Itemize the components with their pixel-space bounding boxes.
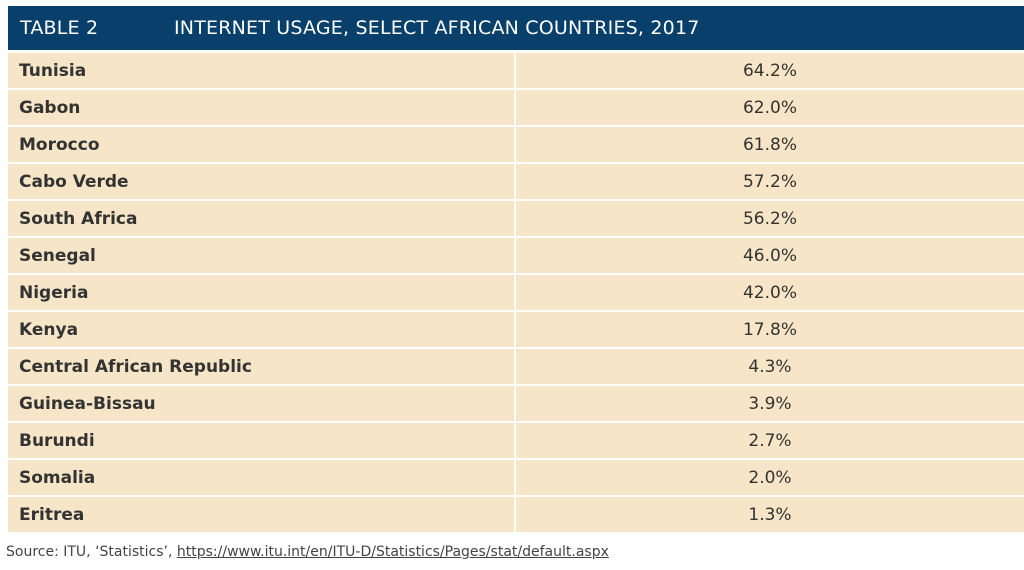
internet-usage-table: TABLE 2 INTERNET USAGE, SELECT AFRICAN C…	[8, 6, 1024, 534]
table-row: Burundi 2.7%	[8, 423, 1024, 458]
table-row: Morocco 61.8%	[8, 127, 1024, 162]
usage-value-cell: 61.8%	[516, 127, 1024, 162]
usage-value-cell: 57.2%	[516, 164, 1024, 199]
country-cell: Burundi	[8, 423, 514, 458]
country-cell: Senegal	[8, 238, 514, 273]
table-body: Tunisia 64.2% Gabon 62.0% Morocco 61.8% Cabo V…	[8, 53, 1024, 532]
usage-value-cell: 64.2%	[516, 53, 1024, 88]
country-cell: Gabon	[8, 90, 514, 125]
table-row: South Africa 56.2%	[8, 201, 1024, 236]
source-prefix: Source: ITU, ‘Statistics’,	[6, 544, 177, 560]
usage-value-cell: 17.8%	[516, 312, 1024, 347]
usage-value-cell: 4.3%	[516, 349, 1024, 384]
usage-value-cell: 42.0%	[516, 275, 1024, 310]
country-cell: Central African Republic	[8, 349, 514, 384]
country-cell: South Africa	[8, 201, 514, 236]
table-row: Eritrea 1.3%	[8, 497, 1024, 532]
source-note: Source: ITU, ‘Statistics’, https://www.i…	[6, 544, 609, 560]
country-cell: Morocco	[8, 127, 514, 162]
table-title: INTERNET USAGE, SELECT AFRICAN COUNTRIES…	[174, 17, 700, 39]
table-row: Cabo Verde 57.2%	[8, 164, 1024, 199]
source-link[interactable]: https://www.itu.int/en/ITU-D/Statistics/…	[176, 544, 609, 560]
table-row: Gabon 62.0%	[8, 90, 1024, 125]
country-cell: Somalia	[8, 460, 514, 495]
usage-value-cell: 2.0%	[516, 460, 1024, 495]
usage-value-cell: 62.0%	[516, 90, 1024, 125]
table-row: Somalia 2.0%	[8, 460, 1024, 495]
table-row: Tunisia 64.2%	[8, 53, 1024, 88]
usage-value-cell: 3.9%	[516, 386, 1024, 421]
usage-value-cell: 2.7%	[516, 423, 1024, 458]
usage-value-cell: 56.2%	[516, 201, 1024, 236]
country-cell: Nigeria	[8, 275, 514, 310]
table-row: Nigeria 42.0%	[8, 275, 1024, 310]
country-cell: Guinea-Bissau	[8, 386, 514, 421]
usage-value-cell: 1.3%	[516, 497, 1024, 532]
table-row: Guinea-Bissau 3.9%	[8, 386, 1024, 421]
country-cell: Tunisia	[8, 53, 514, 88]
table-row: Kenya 17.8%	[8, 312, 1024, 347]
country-cell: Kenya	[8, 312, 514, 347]
table-row: Central African Republic 4.3%	[8, 349, 1024, 384]
country-cell: Cabo Verde	[8, 164, 514, 199]
country-cell: Eritrea	[8, 497, 514, 532]
usage-value-cell: 46.0%	[516, 238, 1024, 273]
table-number: TABLE 2	[20, 17, 99, 39]
table-header: TABLE 2 INTERNET USAGE, SELECT AFRICAN C…	[8, 6, 1024, 50]
table-row: Senegal 46.0%	[8, 238, 1024, 273]
